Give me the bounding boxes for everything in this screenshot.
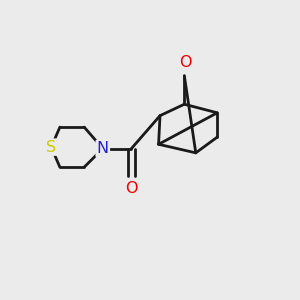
Text: N: N bbox=[97, 141, 109, 156]
Text: O: O bbox=[179, 56, 192, 70]
Text: S: S bbox=[46, 140, 56, 154]
Text: O: O bbox=[125, 181, 138, 196]
